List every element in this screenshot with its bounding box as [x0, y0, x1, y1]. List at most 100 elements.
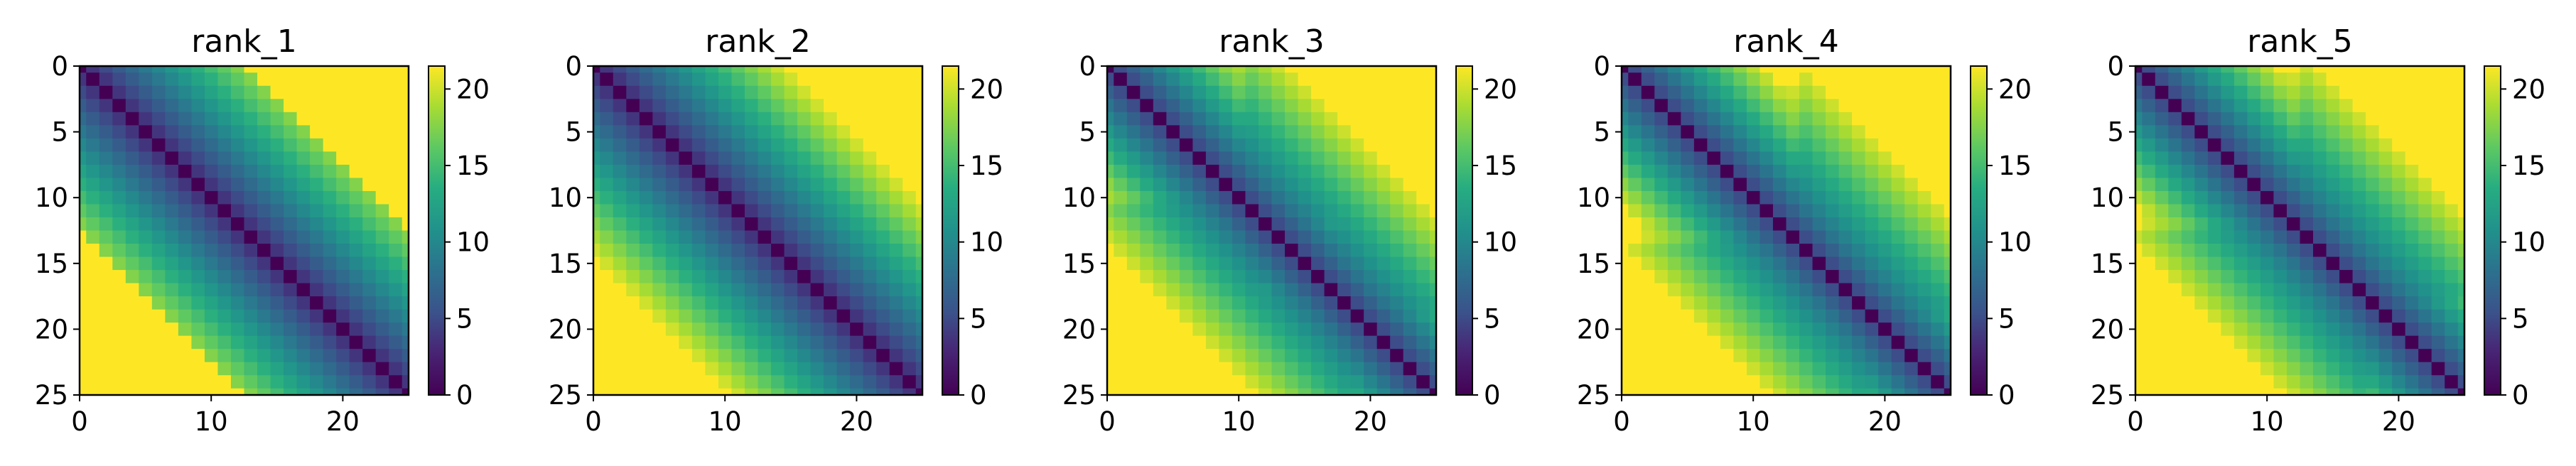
x-tick-label: 20 — [326, 406, 360, 437]
heatmap-cell — [731, 178, 745, 192]
heatmap-cell — [1799, 66, 1814, 73]
heatmap-cell — [731, 309, 745, 323]
y-tick-label: 10 — [1577, 183, 1610, 213]
heatmap-cell — [915, 125, 922, 139]
heatmap-cell — [375, 151, 389, 166]
heatmap-cell — [2339, 112, 2354, 126]
heatmap-cell — [2366, 230, 2380, 244]
heatmap-cell — [1107, 138, 1114, 152]
heatmap-cell — [2300, 178, 2314, 192]
heatmap-cell — [593, 309, 600, 323]
heatmap-cell — [151, 151, 166, 166]
heatmap-cell — [2405, 99, 2419, 113]
heatmap-cell — [797, 309, 812, 323]
heatmap-cell — [1416, 125, 1430, 139]
heatmap-cell — [362, 349, 377, 363]
heatmap-cell — [2445, 270, 2459, 284]
heatmap-cell — [2273, 85, 2287, 99]
heatmap-cell — [1258, 164, 1273, 179]
heatmap-cell — [613, 66, 627, 73]
heatmap-cell — [230, 388, 245, 395]
heatmap-cell — [626, 138, 640, 152]
heatmap-cell — [2352, 138, 2366, 152]
heatmap-cell — [284, 72, 298, 87]
heatmap-cell — [1403, 85, 1417, 99]
heatmap-cell — [2378, 204, 2393, 218]
heatmap-cell — [204, 256, 219, 271]
heatmap-cell — [1298, 283, 1312, 297]
heatmap-cell — [1654, 296, 1669, 310]
heatmap-cell — [2431, 296, 2445, 310]
heatmap-cell — [1772, 190, 1787, 205]
heatmap-cell — [810, 151, 824, 166]
heatmap-cell — [2378, 375, 2393, 389]
heatmap-cell — [1891, 230, 1905, 244]
heatmap-cell — [165, 72, 179, 87]
heatmap-cell — [151, 178, 166, 192]
heatmap-cell — [1622, 85, 1629, 99]
heatmap-cell — [1114, 164, 1128, 179]
heatmap-cell — [257, 99, 271, 113]
heatmap-cell — [2286, 72, 2301, 87]
heatmap-cell — [204, 335, 219, 350]
heatmap-cell — [705, 375, 719, 389]
heatmap-cell — [2233, 296, 2248, 310]
heatmap-cell — [1641, 112, 1655, 126]
heatmap-cell — [244, 349, 258, 363]
heatmap-cell — [99, 335, 113, 350]
heatmap-cell — [2286, 283, 2301, 297]
heatmap-cell — [1192, 270, 1207, 284]
heatmap-cell — [639, 125, 653, 139]
heatmap-cell — [1298, 296, 1312, 310]
heatmap-cell — [2313, 323, 2327, 337]
heatmap-cell — [784, 362, 798, 376]
heatmap-cell — [1733, 388, 1747, 395]
heatmap-cell — [2313, 125, 2327, 139]
heatmap-cell — [257, 335, 271, 350]
heatmap-cell — [191, 138, 205, 152]
heatmap-cell — [915, 283, 922, 297]
heatmap-cell — [876, 164, 890, 179]
heatmap-cell — [1707, 230, 1721, 244]
heatmap-cell — [850, 335, 864, 350]
heatmap-cell — [1376, 99, 1391, 113]
heatmap-cell — [744, 138, 759, 152]
heatmap-cell — [178, 138, 193, 152]
heatmap-cell — [902, 112, 917, 126]
heatmap-cell — [1759, 323, 1774, 337]
heatmap-cell — [1219, 230, 1233, 244]
heatmap-cell — [389, 388, 403, 395]
heatmap-cell — [2366, 66, 2380, 73]
heatmap-cell — [2392, 296, 2406, 310]
heatmap-cell — [230, 270, 245, 284]
heatmap-cell — [86, 335, 100, 350]
heatmap-cell — [2366, 72, 2380, 87]
heatmap-cell — [2366, 244, 2380, 258]
heatmap-cell — [2168, 309, 2182, 323]
heatmap-cell — [771, 204, 785, 218]
heatmap-cell — [2194, 296, 2209, 310]
heatmap-cell — [165, 151, 179, 166]
heatmap-cell — [1126, 230, 1141, 244]
heatmap-cell — [1667, 85, 1681, 99]
heatmap-cell — [2339, 151, 2354, 166]
heatmap-cell — [758, 362, 772, 376]
heatmap-cell — [362, 217, 377, 232]
heatmap-cell — [125, 230, 139, 244]
heatmap-cell — [744, 164, 759, 179]
heatmap-cell — [850, 178, 864, 192]
heatmap-cell — [1654, 362, 1669, 376]
heatmap-cell — [1350, 309, 1364, 323]
heatmap-cell — [1153, 230, 1167, 244]
heatmap-cell — [2392, 66, 2406, 73]
heatmap-cell — [718, 99, 733, 113]
heatmap-cell — [1654, 138, 1669, 152]
heatmap-cell — [691, 256, 706, 271]
heatmap-cell — [1403, 283, 1417, 297]
heatmap-cell — [1205, 256, 1220, 271]
heatmap-cell — [2300, 256, 2314, 271]
heatmap-cell — [112, 230, 126, 244]
heatmap-cell — [1772, 204, 1787, 218]
heatmap-cell — [705, 283, 719, 297]
heatmap-cell — [86, 204, 100, 218]
